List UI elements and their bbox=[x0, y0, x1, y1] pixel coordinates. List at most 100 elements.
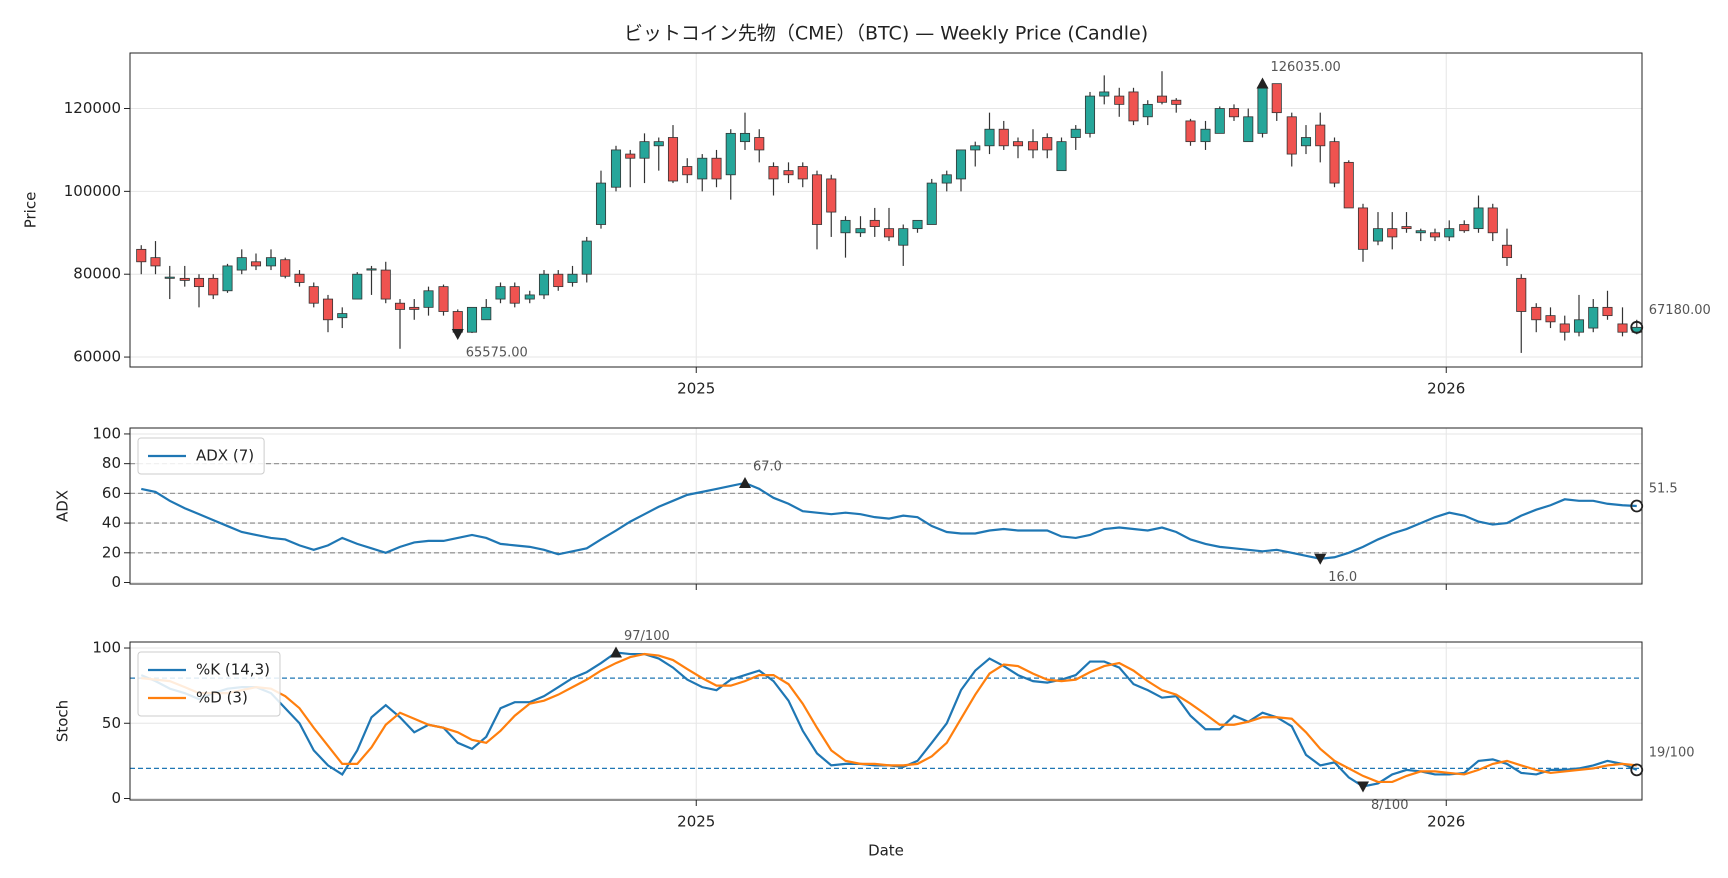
candle-body bbox=[955, 149, 967, 180]
y-tick-label: 0 bbox=[111, 573, 121, 591]
candle-body bbox=[811, 174, 823, 225]
candle-body bbox=[1357, 207, 1369, 250]
annotation-label: 65575.00 bbox=[466, 345, 528, 360]
candle-body bbox=[1501, 244, 1513, 259]
y-tick-label: 50 bbox=[102, 714, 121, 732]
x-tick-label: 2026 bbox=[1427, 380, 1465, 398]
candle-body bbox=[1243, 116, 1254, 143]
candle-body bbox=[1142, 103, 1153, 118]
y-axis-label: Price bbox=[22, 192, 40, 229]
candle-body bbox=[352, 273, 363, 300]
candle-body bbox=[898, 228, 909, 246]
legend-label: ADX (7) bbox=[196, 447, 254, 465]
candle-body bbox=[1214, 108, 1225, 134]
candle-body bbox=[380, 269, 391, 300]
x-tick-label: 2026 bbox=[1427, 813, 1465, 831]
max-marker bbox=[610, 646, 622, 658]
candle-body bbox=[150, 257, 161, 267]
candle-body bbox=[1156, 95, 1168, 103]
candle-body bbox=[754, 137, 765, 151]
plot-frame bbox=[129, 52, 1643, 368]
candle-body bbox=[1027, 141, 1039, 151]
candle-body bbox=[1257, 87, 1268, 134]
series-line bbox=[141, 481, 1637, 560]
candle-body bbox=[984, 128, 995, 147]
min-marker bbox=[1314, 553, 1327, 565]
candle-body bbox=[136, 248, 147, 263]
candle-body bbox=[797, 166, 808, 180]
candle-body bbox=[1401, 226, 1412, 230]
candle-body bbox=[423, 290, 434, 308]
annotation-label: 51.5 bbox=[1649, 482, 1678, 497]
candle-body bbox=[1372, 228, 1384, 242]
candle-body bbox=[739, 132, 751, 143]
candle-body bbox=[1559, 323, 1570, 333]
legend-label: %K (14,3) bbox=[196, 661, 270, 679]
candle-body bbox=[869, 219, 880, 227]
candle-body bbox=[250, 261, 262, 267]
plot-frame bbox=[129, 427, 1643, 585]
candle-body bbox=[1128, 91, 1139, 122]
candle-body bbox=[639, 141, 650, 159]
candle-body bbox=[725, 132, 736, 176]
y-tick-label: 100 bbox=[92, 424, 121, 442]
candle-body bbox=[1545, 315, 1556, 323]
candle-body bbox=[1516, 277, 1527, 312]
candle-body bbox=[625, 153, 636, 159]
candle-body bbox=[1042, 137, 1053, 151]
candle-body bbox=[1099, 91, 1110, 97]
min-marker bbox=[1357, 781, 1369, 793]
candle-body bbox=[610, 149, 622, 188]
candle-body bbox=[581, 240, 592, 275]
candle-body bbox=[970, 145, 981, 151]
candle-body bbox=[826, 178, 837, 213]
candle-body bbox=[1588, 306, 1599, 329]
candle-body bbox=[711, 157, 722, 180]
candle-body bbox=[855, 228, 866, 234]
candle-body bbox=[1444, 228, 1455, 238]
annotation-label: 16.0 bbox=[1328, 570, 1357, 585]
candle-body bbox=[1415, 230, 1426, 234]
candle-body bbox=[1617, 323, 1628, 333]
y-tick-label: 60000 bbox=[73, 348, 121, 366]
legend-box bbox=[137, 437, 265, 475]
candle-body bbox=[164, 276, 175, 279]
candle-body bbox=[1271, 83, 1282, 114]
y-tick-label: 100 bbox=[92, 639, 121, 657]
annotation-label: 126035.00 bbox=[1271, 60, 1341, 75]
candle-body bbox=[509, 286, 520, 304]
candle-body bbox=[1200, 128, 1211, 143]
candle-body bbox=[567, 273, 578, 283]
candle-body bbox=[222, 265, 233, 292]
candle-body bbox=[653, 141, 664, 147]
candle-body bbox=[366, 268, 377, 271]
y-tick-label: 80 bbox=[102, 454, 121, 472]
annotation-label: 97/100 bbox=[624, 629, 670, 644]
candle-body bbox=[394, 302, 406, 310]
candle-body bbox=[1315, 124, 1326, 147]
x-tick-label: 2025 bbox=[677, 813, 715, 831]
candle-body bbox=[682, 166, 693, 176]
candle-body bbox=[595, 182, 607, 225]
candle-body bbox=[322, 298, 334, 321]
candle-body bbox=[1286, 116, 1297, 155]
annotation-label: 19/100 bbox=[1649, 745, 1695, 760]
candle-body bbox=[1459, 224, 1470, 232]
candle-body bbox=[481, 306, 492, 321]
x-axis-label: Date bbox=[868, 842, 904, 860]
candle-body bbox=[1429, 232, 1441, 238]
max-marker bbox=[1256, 77, 1269, 89]
annotation-label: 8/100 bbox=[1371, 798, 1408, 813]
max-marker bbox=[739, 476, 751, 488]
candle-body bbox=[1300, 137, 1312, 147]
candle-body bbox=[265, 257, 277, 267]
min-marker bbox=[451, 328, 464, 340]
candle-body bbox=[1531, 306, 1542, 321]
plot-frame bbox=[129, 641, 1643, 801]
candle-body bbox=[495, 286, 506, 300]
candle-body bbox=[1329, 141, 1340, 184]
candle-body bbox=[1573, 319, 1585, 333]
candle-body bbox=[697, 157, 708, 180]
